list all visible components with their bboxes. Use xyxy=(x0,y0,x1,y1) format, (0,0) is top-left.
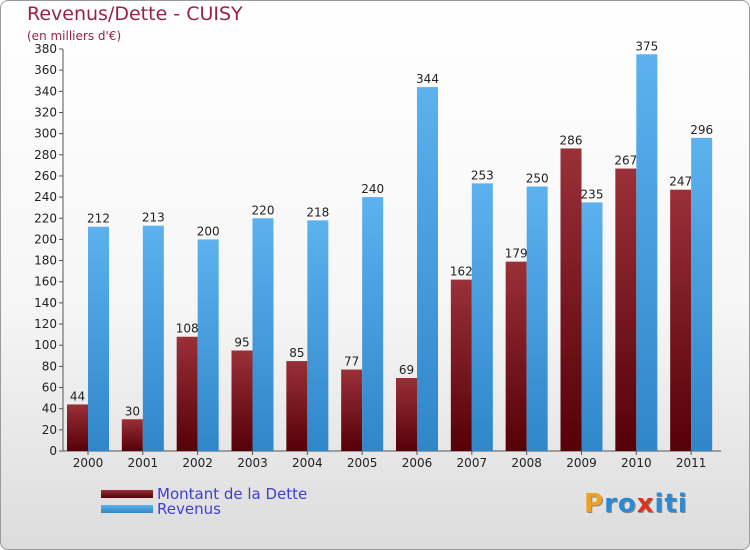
logo-letter: o xyxy=(617,489,637,519)
bar-debt xyxy=(450,279,472,451)
bar-revenue xyxy=(471,183,493,451)
bar-value-label: 286 xyxy=(560,133,583,147)
y-tick-label: 340 xyxy=(34,84,57,98)
bar-value-label: 85 xyxy=(289,346,304,360)
legend-swatch-revenue xyxy=(101,505,153,513)
y-tick-label: 60 xyxy=(42,381,57,395)
y-tick-label: 260 xyxy=(34,169,57,183)
bar-debt xyxy=(121,419,143,451)
y-tick-label: 140 xyxy=(34,296,57,310)
y-tick-label: 200 xyxy=(34,232,57,246)
y-tick-label: 240 xyxy=(34,190,57,204)
x-tick-label: 2002 xyxy=(182,456,213,470)
y-tick-label: 180 xyxy=(34,254,57,268)
y-tick-label: 280 xyxy=(34,148,57,162)
bar-debt xyxy=(560,148,582,451)
bar-value-label: 375 xyxy=(635,39,658,53)
bar-revenue xyxy=(252,218,274,451)
bar-revenue xyxy=(307,220,329,451)
x-tick-label: 2011 xyxy=(676,456,707,470)
bar-revenue xyxy=(88,226,109,451)
bar-debt xyxy=(286,361,308,451)
y-tick-label: 220 xyxy=(34,211,57,225)
y-tick-label: 120 xyxy=(34,317,57,331)
logo-letter: t xyxy=(664,489,678,519)
y-tick-label: 320 xyxy=(34,105,57,119)
bar-value-label: 95 xyxy=(234,336,249,350)
x-tick-label: 2001 xyxy=(128,456,159,470)
bar-revenue xyxy=(636,54,658,451)
x-tick-label: 2007 xyxy=(457,456,488,470)
legend-item-revenue: Revenus xyxy=(101,500,221,518)
bar-value-label: 220 xyxy=(252,203,275,217)
bar-revenue xyxy=(581,202,603,451)
x-tick-label: 2006 xyxy=(402,456,433,470)
y-tick-label: 160 xyxy=(34,275,57,289)
bar-debt xyxy=(231,350,253,451)
x-tick-label: 2000 xyxy=(73,456,104,470)
bar-value-label: 30 xyxy=(125,404,140,418)
legend-item-debt: Montant de la Dette xyxy=(101,485,308,503)
bar-value-label: 69 xyxy=(399,363,414,377)
bar-revenue xyxy=(526,186,548,452)
bar-revenue xyxy=(417,87,438,451)
bar-value-label: 212 xyxy=(87,212,110,226)
x-tick-label: 2003 xyxy=(237,456,268,470)
x-tick-label: 2008 xyxy=(511,456,542,470)
bar-value-label: 253 xyxy=(471,168,494,182)
legend-label-debt: Montant de la Dette xyxy=(157,485,308,503)
bar-value-label: 235 xyxy=(581,187,604,201)
bar-value-label: 162 xyxy=(450,265,473,279)
bar-debt xyxy=(505,261,527,451)
bar-revenue xyxy=(142,225,164,451)
bar-value-label: 267 xyxy=(614,154,637,168)
bar-revenue xyxy=(691,137,713,451)
bar-debt xyxy=(396,378,417,451)
y-tick-label: 380 xyxy=(34,42,57,56)
bar-debt xyxy=(615,168,637,451)
bar-value-label: 200 xyxy=(197,224,220,238)
bar-debt xyxy=(67,404,88,451)
logo-letter: i xyxy=(654,489,665,519)
chart-subtitle: (en milliers d'€) xyxy=(27,29,122,43)
x-tick-label: 2010 xyxy=(621,456,652,470)
legend-label-revenue: Revenus xyxy=(157,500,221,518)
legend-swatch-debt xyxy=(101,490,153,498)
bar-value-label: 213 xyxy=(142,211,165,225)
y-tick-label: 300 xyxy=(34,127,57,141)
bar-debt xyxy=(670,189,692,451)
bar-debt xyxy=(341,369,363,451)
y-tick-label: 100 xyxy=(34,338,57,352)
bar-debt xyxy=(176,336,198,451)
chart-title: Revenus/Dette - CUISY xyxy=(27,3,243,25)
logo-letter: r xyxy=(604,489,618,519)
y-tick-label: 80 xyxy=(42,359,57,373)
bar-revenue xyxy=(197,239,219,451)
bar-value-label: 218 xyxy=(306,205,329,219)
bar-value-label: 179 xyxy=(505,247,528,261)
logo-letter: i xyxy=(677,489,688,519)
bar-value-label: 240 xyxy=(361,182,384,196)
x-tick-label: 2004 xyxy=(292,456,323,470)
bar-revenue xyxy=(362,197,384,451)
bar-value-label: 44 xyxy=(70,389,85,403)
x-tick-label: 2005 xyxy=(347,456,378,470)
bar-value-label: 77 xyxy=(344,355,359,369)
logo-letter: x xyxy=(636,489,655,519)
x-tick-label: 2009 xyxy=(566,456,597,470)
bar-value-label: 344 xyxy=(416,72,439,86)
bar-value-label: 296 xyxy=(690,123,713,137)
logo-letter: P xyxy=(584,489,605,519)
proxiti-logo: Proxiti xyxy=(584,489,688,519)
bar-value-label: 108 xyxy=(176,322,199,336)
bar-value-label: 250 xyxy=(526,172,549,186)
bar-value-label: 247 xyxy=(669,175,692,189)
y-tick-label: 40 xyxy=(42,402,57,416)
y-tick-label: 360 xyxy=(34,63,57,77)
y-tick-label: 0 xyxy=(49,444,57,458)
y-tick-label: 20 xyxy=(42,423,57,437)
